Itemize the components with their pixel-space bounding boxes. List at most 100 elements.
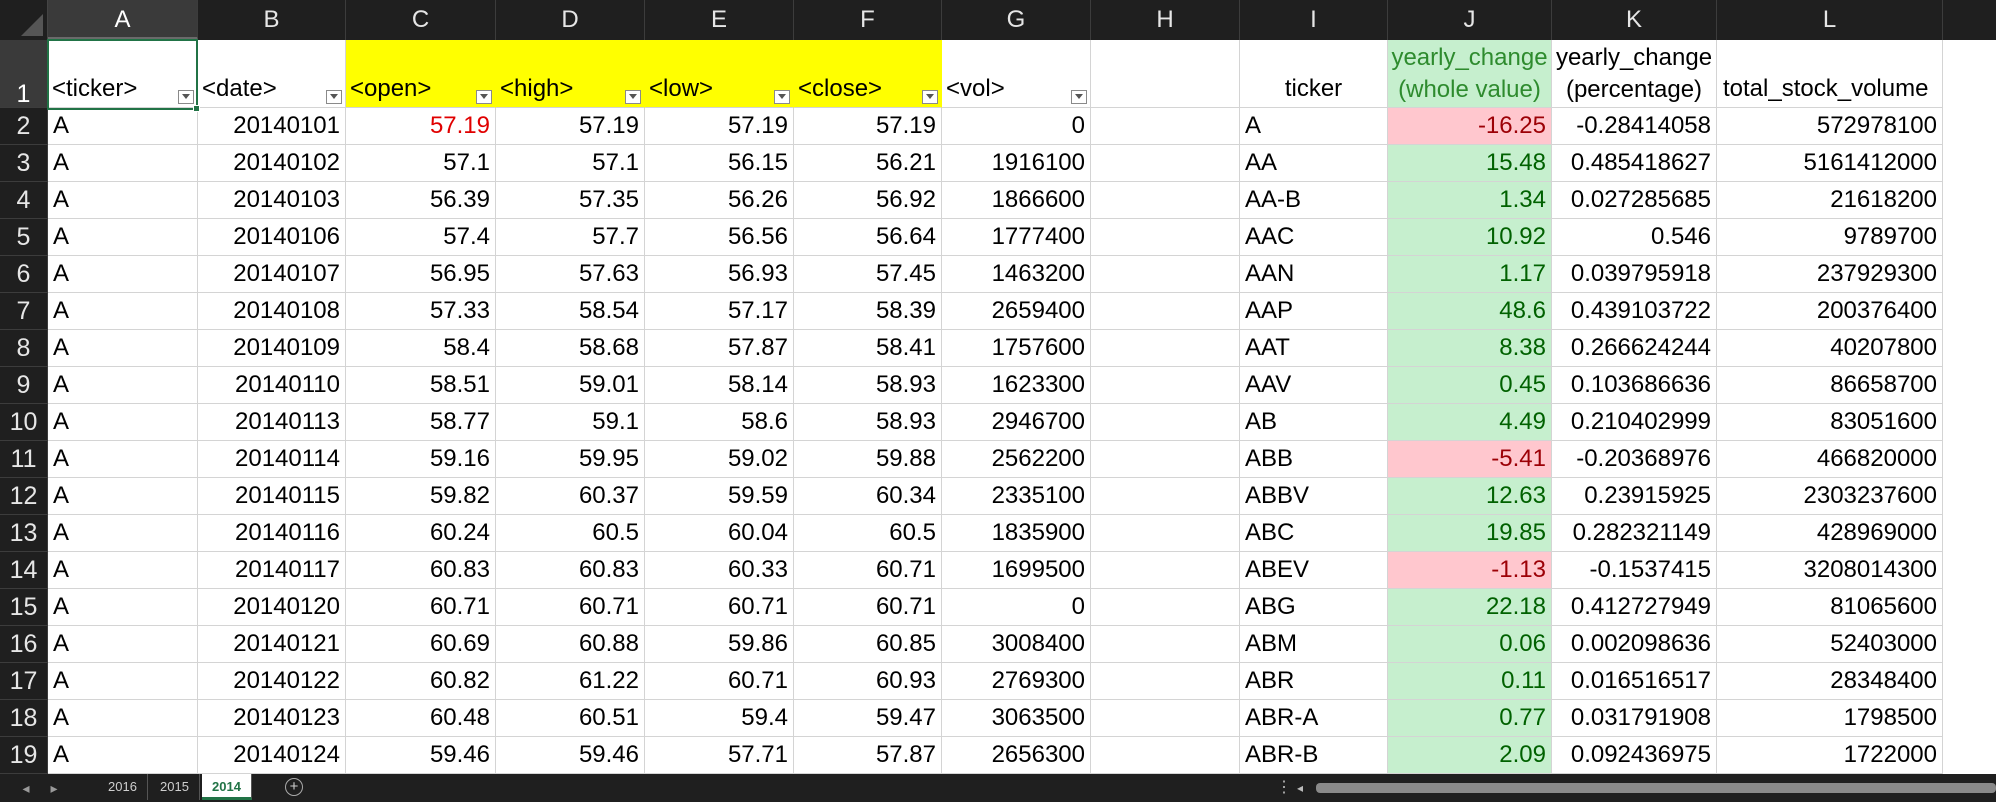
cell-c[interactable]: 59.16 (346, 441, 496, 478)
cell-f[interactable]: 57.19 (794, 108, 942, 145)
cell-c[interactable]: 60.69 (346, 626, 496, 663)
column-header-g[interactable]: G (942, 0, 1091, 40)
cell-e[interactable]: 56.56 (645, 219, 794, 256)
cell-a[interactable]: A (48, 145, 198, 182)
cell-f[interactable]: 60.93 (794, 663, 942, 700)
cell-b[interactable]: 20140102 (198, 145, 346, 182)
cell-d[interactable]: 60.37 (496, 478, 645, 515)
cell-c[interactable]: 56.95 (346, 256, 496, 293)
cell-f[interactable]: 58.41 (794, 330, 942, 367)
row-header[interactable]: 18 (0, 700, 48, 737)
cell-j[interactable]: 0.11 (1388, 663, 1552, 700)
cell-e[interactable]: 59.59 (645, 478, 794, 515)
cell-e[interactable]: 59.86 (645, 626, 794, 663)
cell-l[interactable]: 86658700 (1717, 367, 1943, 404)
cell-l[interactable]: 1722000 (1717, 737, 1943, 774)
cell-g[interactable]: 2656300 (942, 737, 1091, 774)
cell-k[interactable]: 0.103686636 (1552, 367, 1717, 404)
cell-b[interactable]: 20140123 (198, 700, 346, 737)
cell-i[interactable]: AAT (1240, 330, 1388, 367)
sheet-tab-2016[interactable]: 2016 (98, 774, 148, 800)
cell-c[interactable]: 58.77 (346, 404, 496, 441)
cell-i[interactable]: AAN (1240, 256, 1388, 293)
cell-i[interactable]: AAP (1240, 293, 1388, 330)
cell-j[interactable]: 12.63 (1388, 478, 1552, 515)
cell-f[interactable]: 59.88 (794, 441, 942, 478)
column-header-j[interactable]: J (1388, 0, 1552, 40)
cell-a[interactable]: A (48, 589, 198, 626)
cell-k[interactable]: 0.412727949 (1552, 589, 1717, 626)
cell-i[interactable]: A (1240, 108, 1388, 145)
cell-a[interactable]: A (48, 515, 198, 552)
cell-j[interactable]: 22.18 (1388, 589, 1552, 626)
cell-e[interactable]: 60.71 (645, 663, 794, 700)
header-cell-i[interactable]: ticker (1240, 40, 1388, 108)
cell-i[interactable]: AB (1240, 404, 1388, 441)
cell-d[interactable]: 60.5 (496, 515, 645, 552)
cell-a[interactable]: A (48, 478, 198, 515)
row-header[interactable]: 1 (0, 40, 48, 108)
cell-j[interactable]: -5.41 (1388, 441, 1552, 478)
cell-e[interactable]: 56.26 (645, 182, 794, 219)
column-header-c[interactable]: C (346, 0, 496, 40)
cell-h[interactable] (1091, 145, 1240, 182)
cell-l[interactable]: 5161412000 (1717, 145, 1943, 182)
cell-i[interactable]: ABM (1240, 626, 1388, 663)
cell-f[interactable]: 57.45 (794, 256, 942, 293)
cell-i[interactable]: ABB (1240, 441, 1388, 478)
cell-g[interactable]: 1916100 (942, 145, 1091, 182)
cell-f[interactable]: 60.85 (794, 626, 942, 663)
cell-c[interactable]: 60.71 (346, 589, 496, 626)
row-header[interactable]: 11 (0, 441, 48, 478)
cell-d[interactable]: 59.01 (496, 367, 645, 404)
cell-d[interactable]: 61.22 (496, 663, 645, 700)
row-header[interactable]: 8 (0, 330, 48, 367)
cell-j[interactable]: 0.45 (1388, 367, 1552, 404)
row-header[interactable]: 19 (0, 737, 48, 774)
cell-e[interactable]: 58.14 (645, 367, 794, 404)
filter-dropdown-icon[interactable] (178, 90, 194, 104)
row-header[interactable]: 12 (0, 478, 48, 515)
cell-b[interactable]: 20140124 (198, 737, 346, 774)
cell-g[interactable]: 1835900 (942, 515, 1091, 552)
cell-a[interactable]: A (48, 404, 198, 441)
cell-g[interactable]: 1699500 (942, 552, 1091, 589)
cell-g[interactable]: 3008400 (942, 626, 1091, 663)
cell-k[interactable]: 0.266624244 (1552, 330, 1717, 367)
column-header-b[interactable]: B (198, 0, 346, 40)
cell-j[interactable]: 15.48 (1388, 145, 1552, 182)
cell-c[interactable]: 57.4 (346, 219, 496, 256)
header-cell-j[interactable]: yearly_change (whole value) (1388, 40, 1552, 108)
cell-b[interactable]: 20140101 (198, 108, 346, 145)
cell-d[interactable]: 60.51 (496, 700, 645, 737)
header-cell-l[interactable]: total_stock_volume (1717, 40, 1943, 108)
cell-a[interactable]: A (48, 293, 198, 330)
row-header[interactable]: 16 (0, 626, 48, 663)
filter-dropdown-icon[interactable] (625, 90, 641, 104)
cell-h[interactable] (1091, 515, 1240, 552)
cell-j[interactable]: 1.34 (1388, 182, 1552, 219)
cell-d[interactable]: 60.88 (496, 626, 645, 663)
cell-l[interactable]: 1798500 (1717, 700, 1943, 737)
cell-j[interactable]: 19.85 (1388, 515, 1552, 552)
cell-f[interactable]: 57.87 (794, 737, 942, 774)
cell-c[interactable]: 58.51 (346, 367, 496, 404)
cell-j[interactable]: 48.6 (1388, 293, 1552, 330)
row-header[interactable]: 15 (0, 589, 48, 626)
row-header[interactable]: 17 (0, 663, 48, 700)
cell-k[interactable]: -0.20368976 (1552, 441, 1717, 478)
cell-h[interactable] (1091, 478, 1240, 515)
column-header-d[interactable]: D (496, 0, 645, 40)
cell-e[interactable]: 57.71 (645, 737, 794, 774)
cell-k[interactable]: 0.027285685 (1552, 182, 1717, 219)
header-cell-e[interactable]: <low> (645, 40, 794, 108)
row-header[interactable]: 7 (0, 293, 48, 330)
cell-h[interactable] (1091, 700, 1240, 737)
cell-h[interactable] (1091, 552, 1240, 589)
cell-h[interactable] (1091, 330, 1240, 367)
cell-k[interactable]: 0.485418627 (1552, 145, 1717, 182)
cell-b[interactable]: 20140117 (198, 552, 346, 589)
cell-e[interactable]: 57.87 (645, 330, 794, 367)
cell-e[interactable]: 60.04 (645, 515, 794, 552)
